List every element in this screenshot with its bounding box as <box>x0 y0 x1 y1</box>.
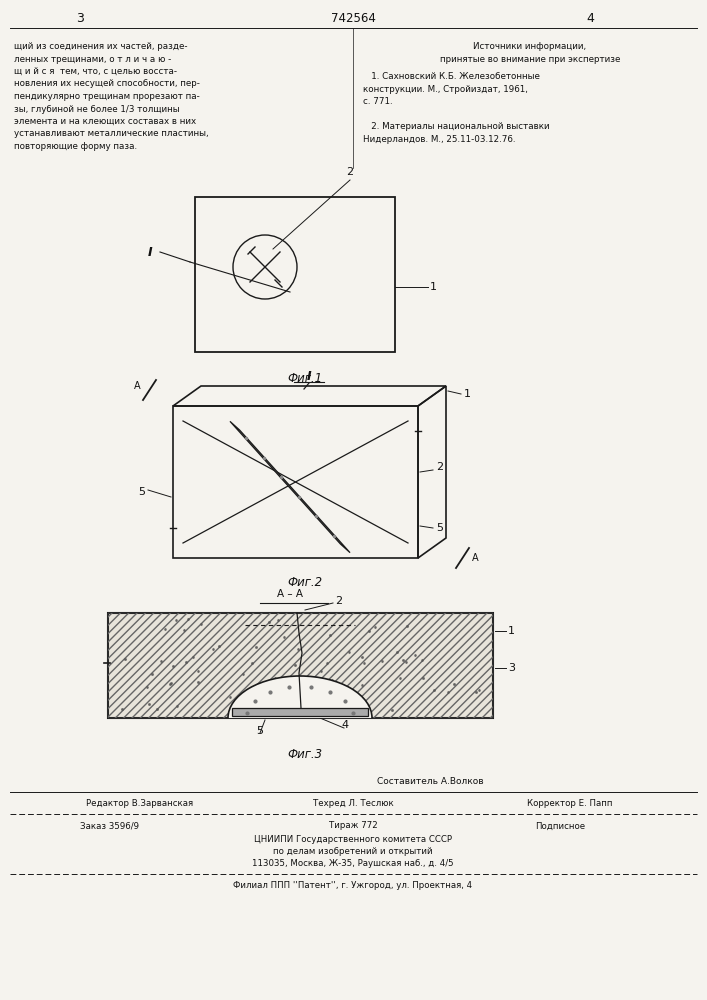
Text: устанавливают металлические пластины,: устанавливают металлические пластины, <box>14 129 209 138</box>
Text: 1: 1 <box>508 626 515 636</box>
Text: А – А: А – А <box>277 589 303 599</box>
Text: А: А <box>134 381 141 391</box>
Text: 742564: 742564 <box>331 11 375 24</box>
Polygon shape <box>108 613 493 718</box>
Text: Заказ 3596/9: Заказ 3596/9 <box>81 822 139 830</box>
Text: Филиал ППП ''Патент'', г. Ужгород, ул. Проектная, 4: Филиал ППП ''Патент'', г. Ужгород, ул. П… <box>233 882 472 890</box>
Text: 113035, Москва, Ж-35, Раушская наб., д. 4/5: 113035, Москва, Ж-35, Раушская наб., д. … <box>252 859 454 868</box>
Text: 2. Материалы национальной выставки: 2. Материалы национальной выставки <box>363 122 549 131</box>
Text: щий из соединения их частей, разде-: щий из соединения их частей, разде- <box>14 42 187 51</box>
Text: зы, глубиной не более 1/3 толщины: зы, глубиной не более 1/3 толщины <box>14 104 180 113</box>
Polygon shape <box>228 676 372 718</box>
Text: Составитель А.Волков: Составитель А.Волков <box>377 778 484 786</box>
Text: Источники информации,: Источники информации, <box>474 42 587 51</box>
Text: ЦНИИПИ Государственного комитета СССР: ЦНИИПИ Государственного комитета СССР <box>254 836 452 844</box>
Text: Нидерландов. М., 25.11-03.12.76.: Нидерландов. М., 25.11-03.12.76. <box>363 134 515 143</box>
Polygon shape <box>230 421 350 553</box>
Text: 5: 5 <box>257 726 264 736</box>
Text: 1: 1 <box>464 389 471 399</box>
Text: Тираж 772: Тираж 772 <box>329 822 378 830</box>
Text: I: I <box>148 245 152 258</box>
Text: А: А <box>472 553 479 563</box>
Text: Фиг.2: Фиг.2 <box>288 576 322 589</box>
Text: Корректор Е. Папп: Корректор Е. Папп <box>527 800 613 808</box>
Text: 3: 3 <box>76 11 84 24</box>
Text: 1: 1 <box>430 282 437 292</box>
Text: Редактор В.Зарванская: Редактор В.Зарванская <box>86 800 194 808</box>
Text: новления их несущей способности, пер-: новления их несущей способности, пер- <box>14 80 200 89</box>
Text: Фиг.3: Фиг.3 <box>288 748 322 761</box>
Text: с. 771.: с. 771. <box>363 97 392 106</box>
Text: по делам изобретений и открытий: по делам изобретений и открытий <box>273 848 433 856</box>
Text: пендикулярно трещинам прорезают па-: пендикулярно трещинам прорезают па- <box>14 92 200 101</box>
Text: I: I <box>307 369 311 382</box>
Polygon shape <box>232 708 368 716</box>
Text: Фиг.1: Фиг.1 <box>288 372 322 385</box>
Text: 3: 3 <box>508 663 515 673</box>
Text: 4: 4 <box>341 720 349 730</box>
Text: 1. Сахновский К.Б. Железобетонные: 1. Сахновский К.Б. Железобетонные <box>363 72 540 81</box>
Text: 5: 5 <box>436 523 443 533</box>
Text: ленных трещинами, о т л и ч а ю -: ленных трещинами, о т л и ч а ю - <box>14 54 171 64</box>
Text: щ и й с я  тем, что, с целью восста-: щ и й с я тем, что, с целью восста- <box>14 67 177 76</box>
Text: Подписное: Подписное <box>535 822 585 830</box>
Text: 5: 5 <box>138 487 145 497</box>
Text: конструкции. М., Стройиздат, 1961,: конструкции. М., Стройиздат, 1961, <box>363 85 528 94</box>
Text: Техред Л. Теслюк: Техред Л. Теслюк <box>312 800 393 808</box>
Text: повторяющие форму паза.: повторяющие форму паза. <box>14 142 137 151</box>
Text: 2: 2 <box>335 596 342 606</box>
Text: принятые во внимание при экспертизе: принятые во внимание при экспертизе <box>440 55 620 64</box>
Text: элемента и на клеющих составах в них: элемента и на клеющих составах в них <box>14 117 196 126</box>
Text: 2: 2 <box>436 462 443 472</box>
Text: 4: 4 <box>586 11 594 24</box>
Text: 2: 2 <box>346 167 354 177</box>
